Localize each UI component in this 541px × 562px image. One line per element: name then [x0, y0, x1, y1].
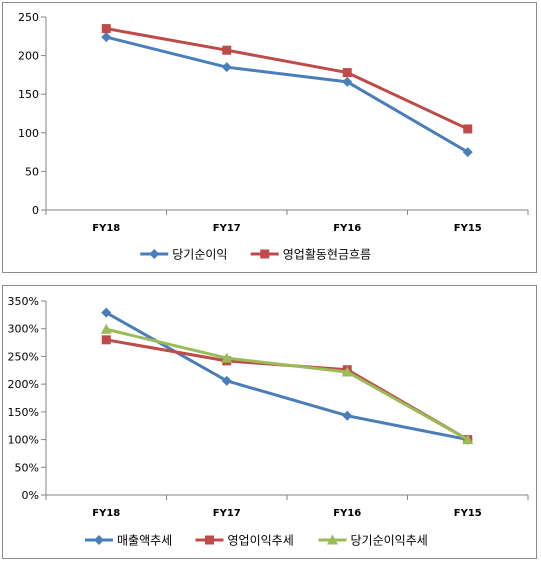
- series-2-line: [105, 338, 469, 441]
- legend-label: 당기순이익추세: [351, 534, 428, 548]
- series-1-line: [105, 311, 469, 442]
- series-1-point: [221, 375, 232, 386]
- x-tick-label: FY15: [454, 508, 482, 519]
- series-1-point: [462, 147, 473, 158]
- legend-label: 매출액추세: [117, 534, 172, 548]
- legend-marker: [205, 535, 214, 545]
- y-tick-label: 300%: [8, 323, 39, 336]
- series-2-point: [101, 335, 111, 345]
- legend-item: 당기순이익: [140, 248, 227, 262]
- series-3-point: [221, 352, 233, 363]
- y-tick-label: 150%: [8, 406, 39, 419]
- series-2-point: [222, 45, 232, 55]
- y-tick-label: 0: [32, 204, 39, 217]
- series-1-point: [101, 307, 112, 318]
- legend-label: 영업이익추세: [228, 534, 294, 548]
- y-tick-label: 350%: [8, 295, 39, 308]
- series-3-point: [100, 323, 112, 334]
- legend-item: 당기순이익추세: [318, 534, 428, 548]
- series-1-point: [342, 410, 353, 421]
- y-tick-label: 200%: [8, 378, 39, 391]
- x-tick-label: FY18: [92, 223, 120, 234]
- series-3-point: [462, 434, 474, 445]
- line-chart-trend: 0% 50% 100% 150% 200% 250% 300% 350% FY18 FY17 FY1…: [8, 295, 529, 548]
- x-tick-label: FY17: [213, 223, 241, 234]
- legend-marker: [260, 249, 270, 259]
- legend-item: 매출액추세: [85, 534, 172, 548]
- y-tick-label: 200: [18, 50, 39, 63]
- y-tick-label: 100: [18, 127, 39, 140]
- series-1-point: [101, 32, 112, 43]
- x-tick-label: FY16: [333, 223, 361, 234]
- y-tick-label: 250: [18, 11, 39, 24]
- chart-panel-net-income: 0 50 100 150 200 250 FY18 FY17 FY16 FY15 당기순이익 영업활동…: [2, 2, 537, 273]
- y-tick-label: 250%: [8, 350, 39, 363]
- x-tick-label: FY18: [92, 508, 120, 519]
- y-tick-label: 50: [25, 165, 39, 178]
- x-tick-label: FY16: [333, 508, 361, 519]
- series-1-line: [105, 35, 469, 154]
- series-2-point: [342, 68, 352, 78]
- legend-marker: [327, 534, 338, 545]
- series-2-line: [105, 27, 469, 131]
- series-2-point: [463, 124, 473, 134]
- y-tick-label: 100%: [8, 434, 39, 447]
- line-chart-net-income: 0 50 100 150 200 250 FY18 FY17 FY16 FY15 당기순이익 영업활동…: [18, 11, 529, 262]
- legend-item: 영업이익추세: [195, 534, 294, 548]
- series-3-point: [341, 366, 353, 377]
- y-tick-label: 150: [18, 88, 39, 101]
- legend-marker: [149, 249, 160, 259]
- series-1-point: [221, 62, 232, 73]
- series-3-line: [105, 327, 469, 441]
- series-2-point: [101, 24, 111, 34]
- y-tick-label: 0%: [22, 489, 39, 502]
- x-tick-label: FY17: [213, 508, 241, 519]
- chart-panel-trend: 0% 50% 100% 150% 200% 250% 300% 350% FY18 FY17 FY1…: [2, 285, 537, 559]
- legend-label: 영업활동현금흐름: [283, 248, 371, 262]
- legend-marker: [94, 535, 104, 545]
- x-tick-label: FY15: [454, 223, 482, 234]
- legend-item: 영업활동현금흐름: [250, 248, 371, 262]
- series-1-point: [342, 76, 353, 87]
- legend-label: 당기순이익: [172, 248, 227, 262]
- y-tick-label: 50%: [15, 461, 39, 474]
